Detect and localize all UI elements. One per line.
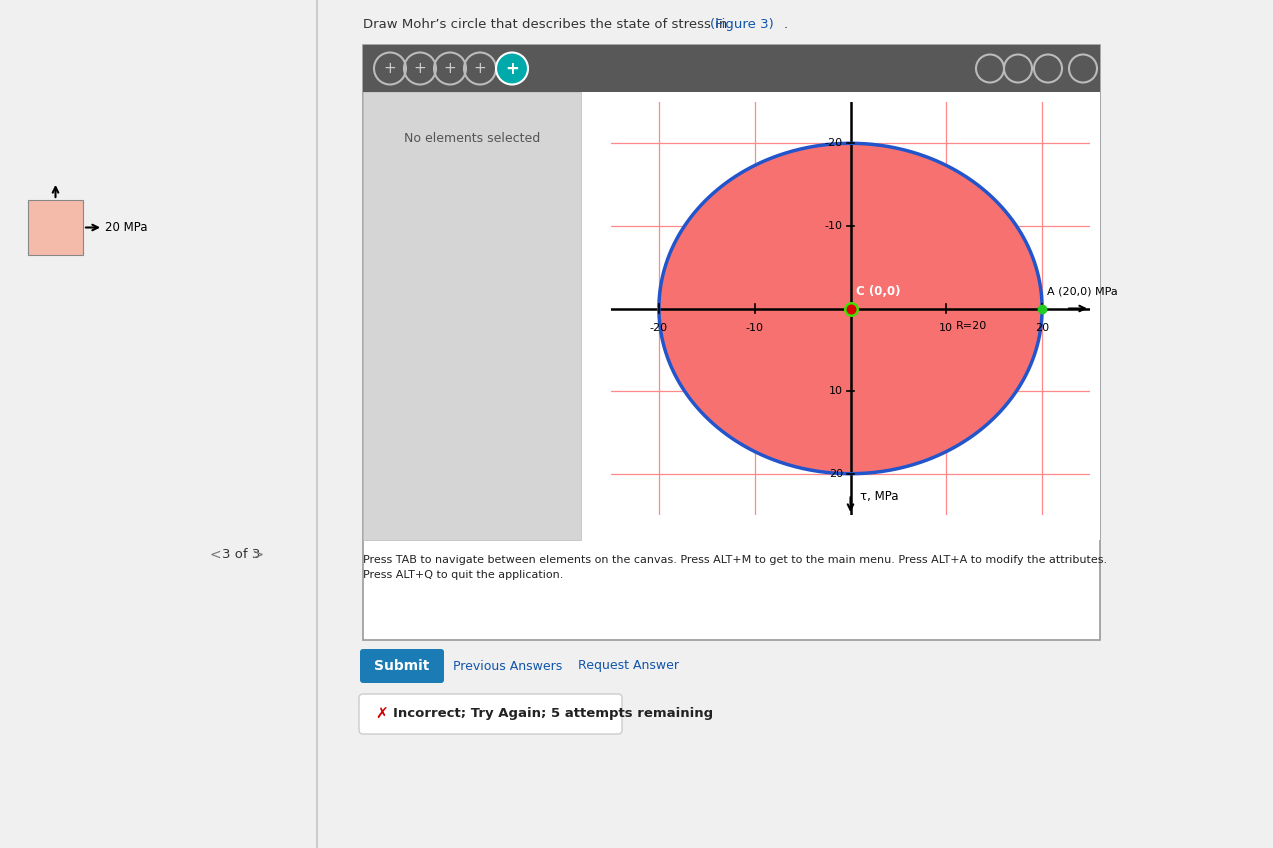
Text: Press TAB to navigate between elements on the canvas. Press ALT+M to get to the : Press TAB to navigate between elements o… xyxy=(363,555,1108,565)
FancyBboxPatch shape xyxy=(360,649,444,683)
FancyBboxPatch shape xyxy=(359,694,622,734)
Text: Previous Answers: Previous Answers xyxy=(453,660,563,672)
Bar xyxy=(580,92,1100,540)
Text: +: + xyxy=(443,61,457,76)
Text: C (0,0): C (0,0) xyxy=(857,286,901,298)
Text: R=20: R=20 xyxy=(956,321,987,331)
Text: 20: 20 xyxy=(1035,323,1049,333)
Text: 20: 20 xyxy=(829,469,843,479)
Text: -10: -10 xyxy=(746,323,764,333)
Text: -10: -10 xyxy=(825,220,843,231)
Text: 10: 10 xyxy=(829,386,843,396)
Text: .: . xyxy=(784,18,788,31)
Bar xyxy=(363,45,1100,92)
Text: -20: -20 xyxy=(649,323,668,333)
Bar xyxy=(363,45,1100,640)
Text: τ, MPa: τ, MPa xyxy=(861,489,899,503)
Text: +: + xyxy=(383,61,396,76)
Text: Draw Mohr’s circle that describes the state of stress in: Draw Mohr’s circle that describes the st… xyxy=(363,18,732,31)
Text: 3 of 3: 3 of 3 xyxy=(222,549,261,561)
Text: A (20,0) MPa: A (20,0) MPa xyxy=(1046,286,1118,296)
Text: -20: -20 xyxy=(825,138,843,148)
Text: ✗: ✗ xyxy=(376,706,388,722)
Circle shape xyxy=(496,53,528,85)
Text: +: + xyxy=(414,61,426,76)
Text: Incorrect; Try Again; 5 attempts remaining: Incorrect; Try Again; 5 attempts remaini… xyxy=(393,707,713,721)
Text: Submit: Submit xyxy=(374,659,430,673)
Polygon shape xyxy=(659,143,1043,474)
Text: 20 MPa: 20 MPa xyxy=(104,221,148,234)
Text: <: < xyxy=(210,548,227,562)
Text: (Figure 3): (Figure 3) xyxy=(710,18,774,31)
Text: 10: 10 xyxy=(939,323,953,333)
Bar xyxy=(316,0,317,848)
Text: >: > xyxy=(248,548,264,562)
Bar xyxy=(363,92,580,540)
Text: Request Answer: Request Answer xyxy=(578,660,679,672)
Text: +: + xyxy=(474,61,486,76)
Text: Press ALT+Q to quit the application.: Press ALT+Q to quit the application. xyxy=(363,570,564,580)
Text: +: + xyxy=(505,59,519,77)
Bar xyxy=(28,200,83,255)
Text: No elements selected: No elements selected xyxy=(404,132,540,145)
